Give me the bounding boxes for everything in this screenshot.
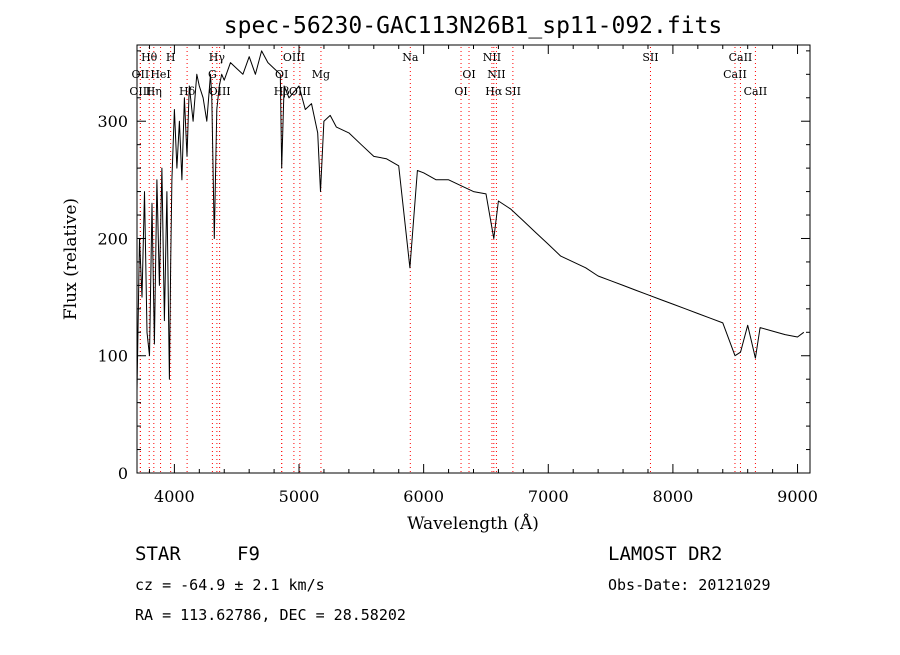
spectral-line-label: SII	[505, 85, 521, 98]
y-tick-label: 200	[97, 229, 128, 248]
x-axis-label: Wavelength (Å)	[407, 513, 539, 534]
spectral-line-label: Hη	[146, 85, 162, 98]
spectral-line-label: CaII	[729, 51, 753, 64]
y-tick-label: 0	[118, 464, 128, 483]
spectral-line-label: G	[208, 68, 217, 81]
y-tick-label: 300	[97, 112, 128, 131]
y-tick-label: 100	[97, 347, 128, 366]
chart-title: spec-56230-GAC113N26B1_sp11-092.fits	[224, 13, 723, 39]
object-subclass: F9	[237, 543, 260, 565]
y-axis-label: Flux (relative)	[61, 198, 81, 320]
spectral-line-label: Hδ	[179, 85, 196, 98]
spectral-line-label: Hθ	[141, 51, 158, 64]
x-tick-label: 7000	[528, 487, 569, 506]
spectral-line-label: Hα	[485, 85, 503, 98]
y-axis: 0 100 200 300	[97, 50, 810, 483]
x-tick-label: 6000	[403, 487, 444, 506]
x-tick-label: 9000	[777, 487, 818, 506]
object-type: STAR	[135, 543, 181, 565]
spectral-line-label: OI	[454, 85, 467, 98]
redshift-velocity: cz = -64.9 ± 2.1 km/s	[135, 576, 325, 594]
observation-date: Obs-Date: 20121029	[608, 576, 771, 594]
spectral-line-label: OI	[462, 68, 475, 81]
plot-frame	[136, 44, 811, 474]
spectral-line-label: Hβ	[274, 85, 290, 98]
spectral-line-label: SII	[642, 51, 658, 64]
spectral-line-label: Mg	[312, 68, 330, 81]
spectral-line-label: CaII	[744, 85, 768, 98]
spectral-line-label: NII	[483, 51, 501, 64]
spectral-line-label: NII	[487, 68, 505, 81]
spectral-line-label: H	[166, 51, 176, 64]
spectral-line-label: OIII	[289, 85, 311, 98]
x-axis: 4000 5000 6000 7000 8000 9000	[148, 45, 818, 506]
spectral-line-label: OI	[275, 68, 288, 81]
sky-coordinates: RA = 113.62786, DEC = 28.58202	[135, 606, 406, 624]
spectrum-series-line	[137, 50, 805, 391]
spectral-line-label: OIII	[129, 85, 151, 98]
spectral-line-label: Na	[402, 51, 419, 64]
x-tick-label: 4000	[154, 487, 195, 506]
spectral-line-label: OIII	[209, 85, 231, 98]
spectral-line-markers	[139, 47, 756, 473]
spectral-line-label: HeI	[150, 68, 170, 81]
data-release: LAMOST DR2	[608, 543, 722, 565]
spectral-line-label: CaII	[723, 68, 747, 81]
x-tick-label: 5000	[279, 487, 320, 506]
spectral-line-label: Hγ	[209, 51, 226, 64]
series-layer	[137, 50, 805, 391]
spectral-line-label: OIII	[283, 51, 305, 64]
x-tick-label: 8000	[653, 487, 694, 506]
